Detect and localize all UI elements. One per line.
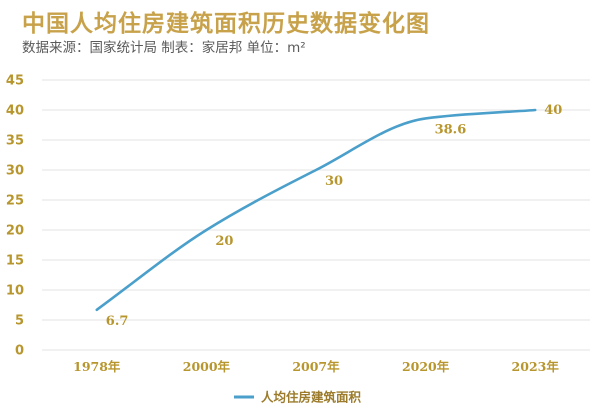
legend-label: 人均住房建筑面积 — [261, 390, 362, 405]
y-tick-label: 15 — [6, 254, 24, 269]
y-tick-label: 0 — [15, 344, 24, 359]
x-axis: 1978年 2000年 2007年 2020年 2023年 — [73, 359, 559, 374]
y-tick-label: 5 — [15, 314, 24, 329]
data-label: 30 — [325, 174, 343, 189]
y-axis: 0 5 10 15 20 25 30 35 40 45 — [6, 74, 24, 359]
y-tick-label: 30 — [6, 164, 24, 179]
y-tick-label: 45 — [6, 74, 24, 89]
x-tick-label: 1978年 — [73, 359, 121, 374]
chart-subtitle: 数据来源：国家统计局 制表：家居邦 单位：m² — [22, 40, 306, 56]
x-tick-label: 2020年 — [402, 359, 450, 374]
legend: 人均住房建筑面积 — [234, 390, 362, 405]
x-tick-label: 2000年 — [183, 359, 231, 374]
x-tick-label: 2023年 — [512, 359, 560, 374]
y-tick-label: 40 — [6, 104, 24, 119]
y-tick-label: 10 — [6, 284, 24, 299]
y-tick-label: 35 — [6, 134, 24, 149]
series-line-group — [95, 108, 537, 312]
chart-title: 中国人均住房建筑面积历史数据变化图 — [22, 10, 430, 37]
y-tick-label: 20 — [6, 224, 24, 239]
y-tick-label: 25 — [6, 194, 24, 209]
data-label: 38.6 — [435, 122, 467, 137]
grid-lines — [42, 79, 590, 351]
data-label: 40 — [544, 103, 562, 118]
x-tick-label: 2007年 — [292, 359, 340, 374]
data-labels: 6.7 20 30 38.6 40 — [106, 103, 562, 329]
data-label: 6.7 — [106, 314, 129, 329]
data-label: 20 — [215, 234, 233, 249]
